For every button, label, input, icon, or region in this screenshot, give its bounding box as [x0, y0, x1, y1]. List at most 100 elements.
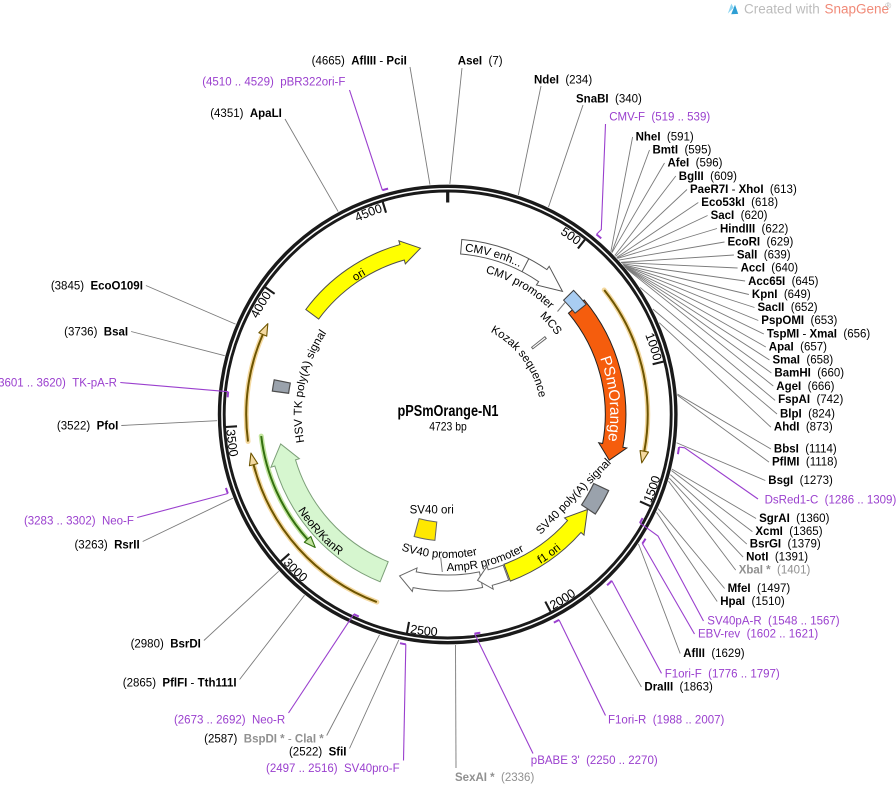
- svg-text:V: V: [408, 544, 419, 558]
- svg-text:TspMI - XmaI (656): TspMI - XmaI (656): [767, 328, 871, 340]
- svg-text:®: ®: [885, 1, 892, 11]
- svg-text:HindIII (622): HindIII (622): [720, 223, 789, 235]
- svg-text:M: M: [472, 244, 484, 258]
- svg-text:(3601 .. 3620) TK-pA-R: (3601 .. 3620) TK-pA-R: [0, 378, 117, 390]
- svg-text:SV40pA-R (1548 .. 1567): SV40pA-R (1548 .. 1567): [707, 616, 840, 628]
- svg-text:K: K: [293, 400, 306, 409]
- svg-text:EcoRI (629): EcoRI (629): [728, 236, 794, 248]
- svg-text:e: e: [466, 547, 474, 560]
- svg-text:(3522) PfoI: (3522) PfoI: [57, 421, 118, 433]
- svg-text:XcmI (1365): XcmI (1365): [755, 526, 822, 538]
- svg-text:5: 5: [416, 623, 425, 638]
- svg-text:2: 2: [409, 622, 418, 637]
- svg-text:F1ori-F (1776 .. 1797): F1ori-F (1776 .. 1797): [665, 668, 780, 680]
- svg-text:(3263) RsrII: (3263) RsrII: [74, 540, 139, 552]
- svg-text:0: 0: [645, 338, 661, 349]
- svg-text:o: o: [489, 554, 499, 567]
- svg-text:0: 0: [646, 480, 662, 491]
- svg-text:5: 5: [643, 487, 659, 499]
- svg-text:PaeR7I - XhoI (613): PaeR7I - XhoI (613): [690, 184, 797, 196]
- svg-text:e: e: [535, 390, 548, 399]
- svg-text:e: e: [511, 545, 522, 559]
- svg-text:BbsI (1114): BbsI (1114): [774, 444, 837, 456]
- svg-text:p: p: [479, 557, 488, 570]
- svg-text:r: r: [545, 300, 556, 311]
- svg-text:SmaI (658): SmaI (658): [773, 355, 834, 367]
- svg-text:n: n: [531, 377, 544, 387]
- svg-text:g: g: [605, 424, 623, 434]
- svg-text:0: 0: [373, 201, 384, 217]
- svg-text:SnapGene: SnapGene: [825, 2, 890, 17]
- svg-text:EBV-rev (1602 .. 1621): EBV-rev (1602 .. 1621): [698, 629, 818, 641]
- svg-text:V: V: [293, 418, 305, 427]
- svg-text:(2980) BsrDI: (2980) BsrDI: [131, 639, 201, 651]
- svg-text:PflMI (1118): PflMI (1118): [772, 457, 838, 469]
- svg-text:p: p: [431, 548, 438, 561]
- svg-text:BsrGI (1379): BsrGI (1379): [750, 539, 821, 551]
- svg-text:H: H: [294, 434, 307, 444]
- svg-text:pPSmOrange-N1: pPSmOrange-N1: [398, 403, 499, 420]
- svg-text:BsgI (1273): BsgI (1273): [768, 475, 833, 487]
- svg-text:p: p: [511, 275, 522, 289]
- svg-text:0: 0: [647, 345, 662, 356]
- svg-text:NotI (1391): NotI (1391): [746, 552, 808, 564]
- svg-text:AfeI (596): AfeI (596): [668, 158, 723, 170]
- svg-text:AseI (7): AseI (7): [458, 56, 503, 68]
- svg-text:o: o: [442, 549, 449, 561]
- svg-text:1: 1: [642, 331, 658, 343]
- svg-text:NdeI (234): NdeI (234): [534, 75, 592, 87]
- svg-text:0: 0: [648, 474, 663, 485]
- svg-text:i: i: [553, 542, 563, 553]
- svg-text:g: g: [308, 342, 322, 353]
- svg-text:0: 0: [225, 442, 240, 451]
- svg-text:0: 0: [366, 204, 377, 220]
- svg-text:(4665) AflIII - PciI: (4665) AflIII - PciI: [312, 56, 407, 68]
- svg-text:t: t: [509, 547, 518, 560]
- svg-text:/: /: [314, 528, 326, 539]
- svg-text:r: r: [606, 401, 623, 407]
- svg-text:SacII (652): SacII (652): [758, 302, 818, 314]
- svg-text:i: i: [307, 348, 319, 355]
- svg-text:r: r: [516, 278, 525, 290]
- svg-text:t: t: [538, 293, 549, 305]
- svg-text:DsRed1-C (1286 .. 1309): DsRed1-C (1286 .. 1309): [765, 495, 896, 507]
- svg-text:BlpI (824): BlpI (824): [780, 409, 835, 421]
- svg-text:l: l: [296, 381, 308, 386]
- svg-text:4723 bp: 4723 bp: [429, 420, 467, 434]
- svg-text:s: s: [304, 350, 317, 360]
- svg-text:C: C: [484, 264, 495, 278]
- svg-text:SalI (639): SalI (639): [737, 250, 791, 262]
- svg-text:.: .: [510, 255, 518, 267]
- svg-text:5: 5: [359, 206, 371, 222]
- svg-text:S: S: [293, 426, 306, 435]
- svg-text:SexAI * (2336): SexAI * (2336): [455, 772, 534, 784]
- svg-text:(2587) BspDI * - ClaI *: (2587) BspDI * - ClaI *: [204, 734, 324, 746]
- svg-text:f: f: [536, 554, 546, 566]
- svg-text:(3845) EcoO109I: (3845) EcoO109I: [51, 281, 143, 293]
- svg-text:0: 0: [423, 624, 431, 639]
- svg-text:(: (: [298, 371, 311, 378]
- svg-text:p: p: [463, 560, 471, 573]
- svg-text:a: a: [606, 407, 623, 416]
- svg-text:SV40 ori: SV40 ori: [410, 505, 454, 517]
- svg-text:3: 3: [223, 429, 238, 437]
- svg-text:AhdI (873): AhdI (873): [774, 422, 833, 434]
- svg-text:c: c: [533, 384, 546, 393]
- svg-text:FspAI (742): FspAI (742): [778, 394, 843, 406]
- svg-text:XbaI * (1401): XbaI * (1401): [739, 565, 811, 577]
- svg-text:AccI (640): AccI (640): [741, 263, 799, 275]
- svg-text:(4510 .. 4529) pBR322ori-F: (4510 .. 4529) pBR322ori-F: [202, 77, 345, 89]
- svg-text:pBABE 3' (2250 .. 2270): pBABE 3' (2250 .. 2270): [531, 755, 658, 767]
- svg-text:h: h: [504, 252, 514, 266]
- svg-text:SacI (620): SacI (620): [711, 210, 768, 222]
- svg-text:1: 1: [641, 493, 657, 505]
- svg-text:0: 0: [649, 352, 664, 362]
- svg-text:Created with: Created with: [744, 2, 820, 17]
- svg-text:p: p: [294, 390, 307, 398]
- svg-text:AgeI (666): AgeI (666): [776, 381, 834, 393]
- svg-text:n: n: [498, 250, 508, 263]
- svg-text:R: R: [469, 559, 479, 572]
- svg-text:r: r: [438, 549, 443, 561]
- svg-text:0: 0: [226, 448, 241, 457]
- svg-text:u: u: [526, 364, 540, 375]
